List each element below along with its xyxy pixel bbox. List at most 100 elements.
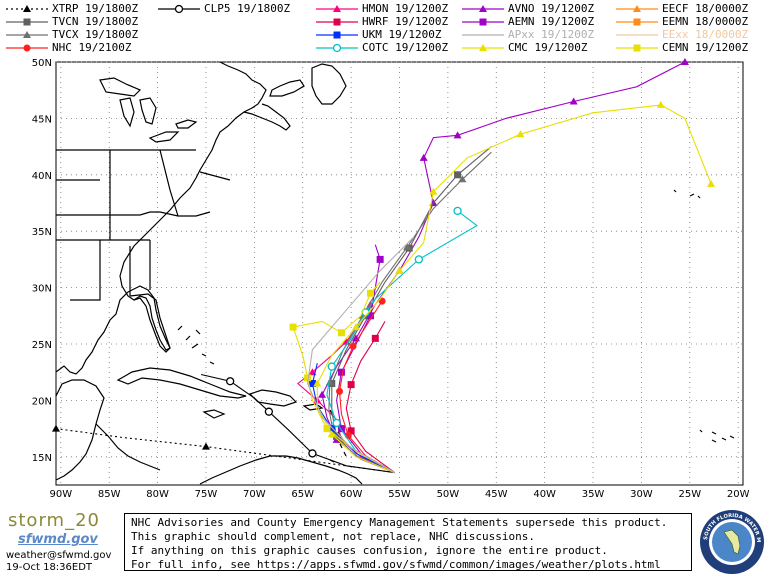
track-point-cmc: [429, 187, 438, 195]
y-tick-label: 20N: [32, 396, 52, 407]
track-point-cemn: [323, 425, 331, 433]
site-logo[interactable]: sfwmd.gov: [18, 532, 98, 547]
track-point-cotc: [332, 418, 341, 428]
legend-label: COTC 19/1200Z: [362, 41, 449, 54]
legend-marker: [174, 4, 184, 14]
track-point-hwrf: [371, 334, 379, 342]
track-point-xtrp: [52, 424, 60, 432]
legend-marker: [479, 18, 487, 26]
track-point-cemn: [366, 289, 374, 297]
track-point-nhc: [336, 387, 344, 395]
legend-symbol: [616, 5, 658, 12]
y-tick-label: 25N: [32, 340, 52, 351]
track-point-clp5: [264, 407, 274, 416]
legend-label: TVCN 19/1800Z: [52, 15, 139, 28]
legend-symbol: [462, 34, 504, 36]
legend-label: EEMN 18/0000Z: [662, 15, 749, 28]
y-tick-label: 35N: [32, 227, 52, 238]
track-point-avno: [453, 131, 462, 139]
track-point-cmc: [656, 100, 665, 108]
track-point-avno: [419, 153, 428, 161]
x-tick-label: 70W: [243, 489, 266, 500]
track-point-aemn: [376, 255, 384, 263]
x-tick-label: 25W: [678, 489, 701, 500]
brand-block: storm_20 sfwmd.gov weather@sfwmd.gov 19-…: [4, 510, 126, 574]
track-apxx: [307, 236, 415, 474]
x-tick-label: 75W: [195, 489, 218, 500]
track-point-cemn: [304, 374, 312, 382]
legend-label: APxx 19/1200Z: [508, 28, 595, 41]
legend-label: HMON 19/1200Z: [362, 2, 449, 15]
x-tick-label: 40W: [533, 489, 556, 500]
legend-marker: [333, 5, 341, 12]
coastlines: [55, 61, 735, 485]
track-point-tvcx: [403, 242, 412, 250]
disclaimer-line: This graphic should complement, not repl…: [131, 530, 535, 543]
legend-symbol: [6, 5, 48, 12]
track-point-nhc: [349, 342, 357, 350]
track-line-avno: [321, 61, 686, 474]
track-point-tvcn: [454, 171, 462, 179]
track-point-avno: [569, 97, 578, 105]
track-cotc: [326, 206, 478, 474]
track-point-aemn: [366, 312, 374, 320]
legend-label: HWRF 19/1200Z: [362, 15, 449, 28]
legend-marker: [333, 31, 341, 39]
legend-label: UKM 19/1200Z: [362, 28, 442, 41]
disclaimer-line: If anything on this graphic causes confu…: [131, 544, 608, 557]
legend-symbol: [316, 18, 358, 26]
track-point-cotc: [453, 206, 462, 216]
legend-marker: [23, 31, 31, 38]
legend-label: EExx 18/0000Z: [662, 28, 749, 41]
legend-symbol: [316, 5, 358, 12]
timestamp: 19-Oct 18:36EDT: [6, 562, 93, 573]
legend-label: NHC 19/2100Z: [52, 41, 132, 54]
y-tick-label: 30N: [32, 284, 52, 295]
legend-marker: [479, 44, 487, 51]
track-clp5: [200, 373, 395, 474]
y-tick-label: 45N: [32, 114, 52, 125]
track-ukm: [308, 363, 395, 474]
legend-label: AEMN 19/1200Z: [508, 15, 595, 28]
legend-marker: [23, 18, 31, 26]
x-tick-label: 50W: [437, 489, 460, 500]
legend-symbol: [616, 44, 658, 52]
track-point-hwrf: [347, 427, 355, 435]
legend-symbol: [462, 5, 504, 12]
track-line-cemn: [292, 281, 395, 474]
legend-symbol: [158, 4, 200, 14]
legend-marker: [633, 18, 641, 26]
x-tick-label: 20W: [727, 489, 750, 500]
track-point-cotc: [414, 255, 424, 264]
track-line-clp5: [200, 373, 395, 474]
track-point-cmc: [707, 179, 716, 187]
legend-symbol: [616, 18, 658, 26]
track-point-tvcx: [458, 175, 467, 183]
track-point-cmc: [313, 379, 322, 387]
disclaimer-link[interactable]: For full info, see https://apps.sfwmd.go…: [131, 558, 661, 571]
storm-name: storm_20: [8, 510, 100, 531]
contact-email[interactable]: weather@sfwmd.gov: [6, 550, 112, 561]
track-point-cmc: [351, 323, 360, 331]
legend-symbol: [462, 18, 504, 26]
track-point-aemn: [337, 425, 345, 433]
x-tick-label: 45W: [485, 489, 508, 500]
track-point-ukm: [308, 379, 316, 387]
track-point-xtrp: [201, 442, 210, 450]
track-point-avno: [680, 58, 689, 65]
y-tick-label: 50N: [32, 58, 52, 69]
track-xtrp: [52, 424, 395, 474]
x-tick-label: 55W: [388, 489, 411, 500]
x-tick-label: 30W: [630, 489, 653, 500]
x-tick-label: 60W: [340, 489, 363, 500]
track-cemn: [289, 281, 395, 474]
legend-label: TVCX 19/1800Z: [52, 28, 139, 41]
axis-labels: 90W 85W 80W 75W 70W 65W 60W 55W 50W 45W 40W 35W 30W 2…: [32, 58, 750, 500]
model-legend: XTRP 19/1800Z CLP5 19/1800Z HMON 19/1200Z A…: [0, 0, 768, 58]
legend-label: EECF 18/0000Z: [662, 2, 749, 15]
track-point-cemn: [337, 329, 345, 337]
lat-lon-grid: [56, 61, 743, 485]
track-point-avno: [318, 390, 327, 398]
track-point-tvcx: [325, 378, 334, 386]
track-map: 90W 85W 80W 75W 70W 65W 60W 55W 50W 45W 40W 35W 30W 2…: [32, 58, 750, 500]
